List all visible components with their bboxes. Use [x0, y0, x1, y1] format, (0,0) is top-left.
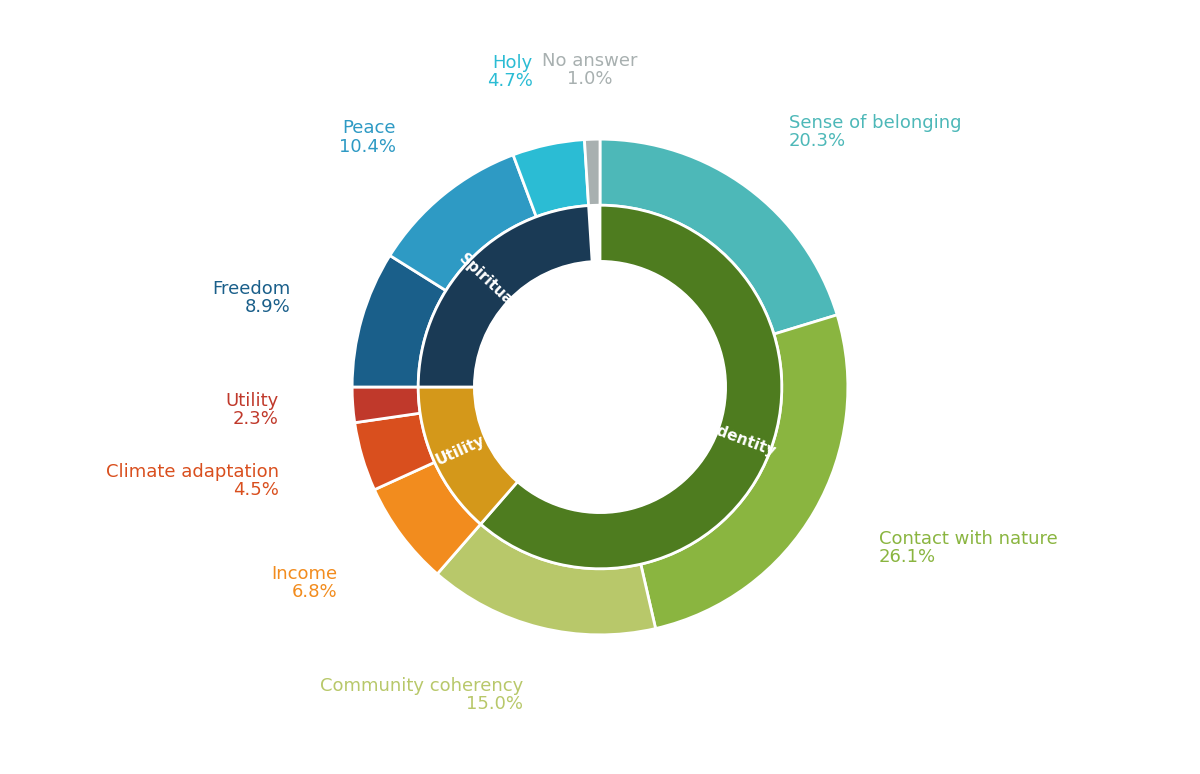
Text: 26.1%: 26.1%	[878, 549, 936, 567]
Wedge shape	[514, 139, 588, 217]
Wedge shape	[419, 387, 517, 524]
Wedge shape	[352, 387, 420, 423]
Wedge shape	[584, 139, 600, 206]
Text: Income: Income	[271, 564, 337, 583]
Text: 20.3%: 20.3%	[788, 132, 846, 150]
Wedge shape	[419, 206, 592, 387]
Text: 4.5%: 4.5%	[233, 481, 278, 499]
Wedge shape	[600, 139, 838, 334]
Text: 2.3%: 2.3%	[233, 410, 278, 428]
Wedge shape	[374, 462, 481, 574]
Text: 1.0%: 1.0%	[568, 70, 613, 88]
Text: Utility: Utility	[433, 433, 487, 468]
Wedge shape	[352, 255, 446, 387]
Text: Spiritual: Spiritual	[456, 252, 520, 313]
Text: Sense of belonging: Sense of belonging	[788, 114, 961, 132]
Text: 8.9%: 8.9%	[245, 298, 290, 316]
Text: Utility: Utility	[226, 392, 278, 410]
Text: Holy: Holy	[492, 54, 533, 72]
Text: No answer: No answer	[542, 52, 637, 70]
Wedge shape	[641, 315, 848, 628]
Text: Contact with nature: Contact with nature	[878, 530, 1057, 548]
Text: Community coherency: Community coherency	[319, 676, 523, 695]
Circle shape	[474, 262, 726, 512]
Wedge shape	[481, 205, 781, 569]
Text: 15.0%: 15.0%	[466, 695, 523, 713]
Text: Climate adaptation: Climate adaptation	[106, 464, 278, 481]
Text: Identity: Identity	[709, 422, 778, 460]
Wedge shape	[355, 413, 434, 490]
Text: 4.7%: 4.7%	[487, 72, 533, 90]
Wedge shape	[437, 524, 655, 635]
Text: 6.8%: 6.8%	[292, 583, 337, 601]
Wedge shape	[390, 155, 536, 290]
Text: 10.4%: 10.4%	[340, 138, 396, 156]
Text: Freedom: Freedom	[212, 280, 290, 298]
Text: Peace: Peace	[343, 119, 396, 137]
